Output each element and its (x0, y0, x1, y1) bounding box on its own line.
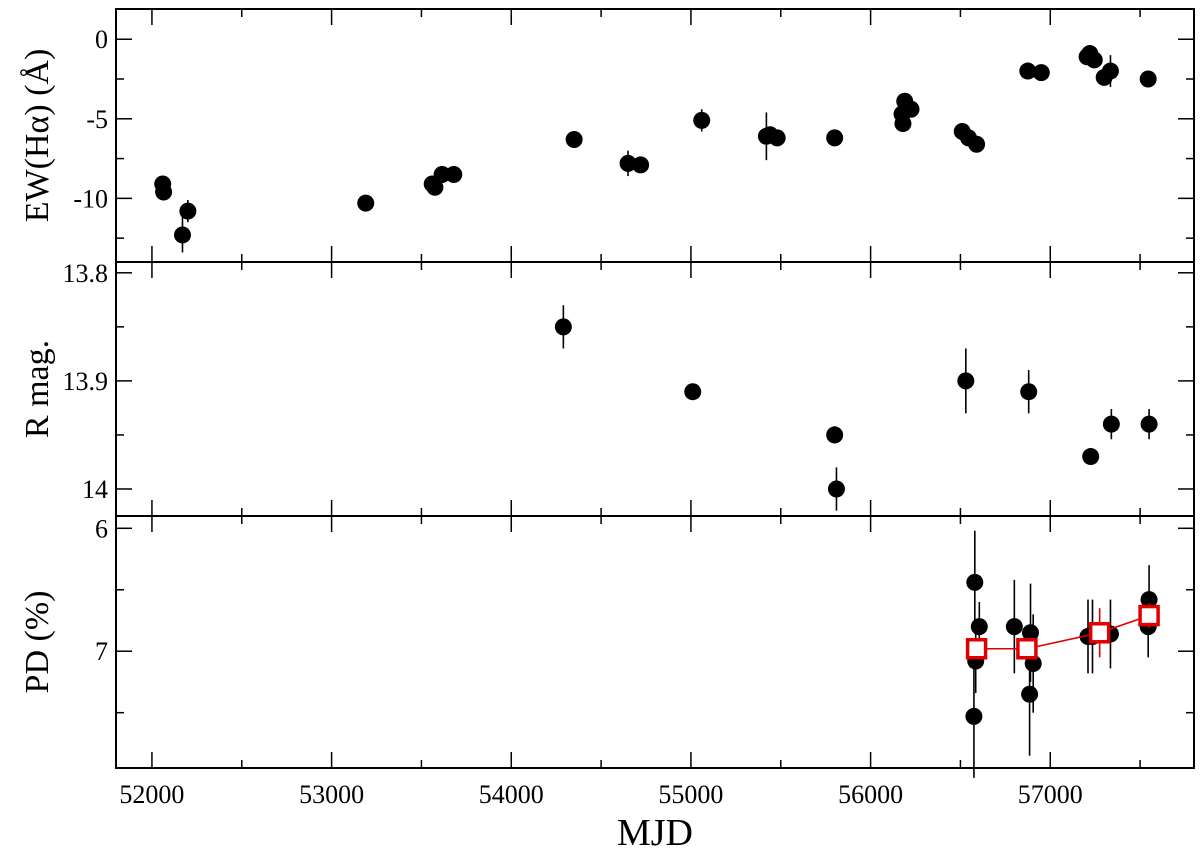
data-point (155, 183, 173, 201)
data-point (565, 130, 583, 148)
data-point (445, 165, 463, 183)
data-point (554, 318, 572, 336)
data-point (827, 480, 845, 498)
y-axis-title-rmag: R mag. (19, 340, 56, 438)
data-point (1082, 448, 1100, 466)
binned-line (976, 614, 1150, 650)
data-point (693, 111, 711, 129)
data-point (826, 426, 844, 444)
data-point (894, 115, 912, 133)
data-point (619, 154, 637, 172)
panel-frame-ew (115, 8, 1195, 263)
data-point (1101, 62, 1119, 80)
data-point (965, 707, 983, 725)
y-tick-label: -10 (73, 184, 108, 213)
data-point (970, 618, 988, 636)
data-point (1085, 51, 1103, 69)
y-tick-label: 14 (82, 475, 108, 504)
x-tick-label: 54000 (479, 780, 544, 809)
panel-rmag: 13.8 13.9 14 R mag. (19, 259, 1195, 517)
x-axis: 52000 53000 54000 55000 56000 57000 (119, 780, 1082, 809)
series-pd-0 (965, 530, 1158, 778)
y-tick-label: 13.8 (63, 259, 109, 288)
x-tick-label: 56000 (838, 780, 903, 809)
data-point (966, 573, 984, 591)
binned-point (1088, 622, 1111, 644)
panels: -10 -5 0 EW(Hα) (Å) 13.8 13.9 14 R mag. 6 7 PD (%) (19, 8, 1195, 778)
panel-ew: -10 -5 0 EW(Hα) (Å) (19, 8, 1195, 263)
series-rmag-0 (554, 305, 1158, 511)
y-tick-label: 13.9 (63, 367, 109, 396)
data-point (902, 100, 920, 118)
data-point (173, 226, 191, 244)
data-point (1032, 64, 1050, 82)
data-point (1139, 70, 1157, 88)
data-point (684, 383, 702, 401)
binned-point (1138, 604, 1160, 627)
x-tick-label: 53000 (299, 780, 364, 809)
panel-pd: 6 7 PD (%) (19, 514, 1195, 778)
data-point (1020, 383, 1038, 401)
data-point (433, 165, 451, 183)
y-tick-label: -5 (86, 105, 108, 134)
data-point (179, 202, 197, 220)
x-tick-label: 55000 (658, 780, 723, 809)
data-point (1021, 685, 1039, 703)
data-point (426, 178, 444, 196)
y-tick-label: 6 (95, 514, 108, 543)
data-point (1019, 62, 1037, 80)
data-point (1140, 415, 1158, 433)
y-axis-title-pd: PD (%) (19, 591, 56, 694)
x-axis-title: MJD (617, 812, 693, 853)
binned-point (965, 638, 988, 660)
data-point (826, 129, 844, 147)
y-axis-title-ew: EW(Hα) (Å) (19, 49, 56, 223)
y-tick-label: 7 (95, 637, 108, 666)
series-ew-0 (154, 45, 1157, 253)
data-point (632, 156, 650, 174)
data-point (1022, 624, 1040, 642)
data-point (1005, 618, 1023, 636)
data-point (1140, 591, 1158, 609)
data-point (957, 372, 975, 390)
data-point (968, 135, 986, 153)
series-pd-1 (965, 603, 1160, 660)
x-tick-label: 52000 (119, 780, 184, 809)
x-tick-label: 57000 (1018, 780, 1083, 809)
data-point (768, 129, 786, 147)
binned-point (1016, 638, 1038, 660)
y-tick-label: 0 (95, 25, 108, 54)
data-point (1102, 415, 1120, 433)
data-point (357, 194, 375, 212)
panel-frame-pd (115, 515, 1195, 769)
